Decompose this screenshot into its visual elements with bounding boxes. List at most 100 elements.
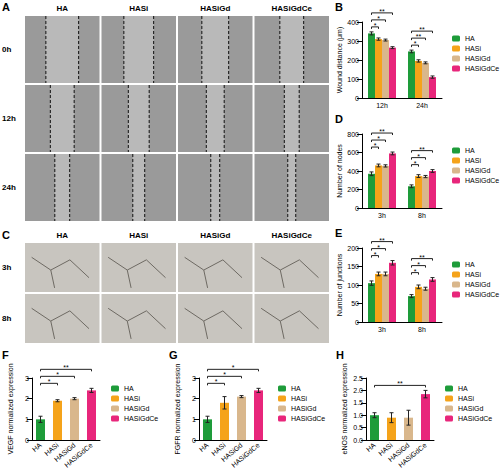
svg-text:0h: 0h [2,45,11,54]
svg-text:E: E [335,227,342,239]
svg-text:HASiGd: HASiGd [465,167,490,174]
svg-text:0: 0 [25,437,29,444]
svg-text:HA: HA [465,147,475,154]
svg-text:3: 3 [192,375,196,382]
svg-text:0: 0 [355,205,359,212]
svg-text:*: * [414,160,417,167]
svg-text:1: 1 [192,416,196,423]
svg-text:HA: HA [124,385,134,392]
svg-text:3h: 3h [2,263,11,272]
svg-text:*: * [414,268,417,275]
svg-text:24h: 24h [416,102,428,109]
svg-text:8h: 8h [418,212,426,219]
svg-text:*: * [417,261,420,268]
svg-text:HASiGd: HASiGd [124,405,149,412]
svg-text:*: * [377,244,380,251]
svg-text:**: ** [419,254,425,261]
svg-text:*: * [377,15,380,22]
svg-text:400: 400 [347,168,359,175]
svg-text:G: G [169,349,178,361]
svg-text:*: * [377,135,380,142]
svg-text:B: B [335,1,343,13]
svg-text:**: ** [63,364,69,371]
svg-text:D: D [335,113,343,125]
svg-text:Wound distance (μm): Wound distance (μm) [336,27,344,94]
svg-text:2.0: 2.0 [353,387,363,394]
svg-text:150: 150 [347,263,359,270]
svg-text:HA: HA [465,35,475,42]
svg-text:HASiGdCe: HASiGdCe [397,441,428,468]
svg-text:HASiGd: HASiGd [465,281,490,288]
svg-text:HASiGd: HASiGd [200,4,230,13]
svg-text:**: ** [379,128,385,135]
svg-text:HASiGdCe: HASiGdCe [230,441,261,468]
svg-text:*: * [223,371,226,378]
svg-text:**: ** [419,26,425,33]
svg-text:FGFR normalized expression: FGFR normalized expression [174,363,182,454]
svg-text:HASiGd: HASiGd [458,405,483,412]
svg-text:eNOS normalized expression: eNOS normalized expression [341,363,349,454]
svg-text:HA: HA [458,385,468,392]
svg-text:*: * [215,378,218,385]
svg-text:**: ** [379,237,385,244]
svg-text:1.0: 1.0 [353,412,363,419]
svg-text:**: ** [419,146,425,153]
svg-text:HASiGdCe: HASiGdCe [465,177,499,184]
svg-text:HA: HA [291,385,301,392]
svg-text:HASi: HASi [124,395,140,402]
svg-text:400: 400 [347,19,359,26]
svg-text:0: 0 [192,437,196,444]
svg-text:HA: HA [465,261,475,268]
svg-text:Number of junctions: Number of junctions [336,253,344,316]
svg-text:**: ** [379,8,385,15]
svg-text:50: 50 [351,300,359,307]
svg-text:HASi: HASi [129,231,148,240]
svg-text:HA: HA [31,441,43,453]
svg-text:200: 200 [347,186,359,193]
svg-text:1: 1 [25,416,29,423]
svg-text:*: * [48,378,51,385]
svg-text:24h: 24h [2,183,16,192]
svg-text:100: 100 [347,76,359,83]
svg-text:100: 100 [347,282,359,289]
svg-text:0.0: 0.0 [353,437,363,444]
svg-text:HASiGdCe: HASiGdCe [272,4,313,13]
svg-text:2.5: 2.5 [353,375,363,382]
svg-text:8h: 8h [2,314,11,323]
svg-text:HASi: HASi [291,395,307,402]
svg-text:HASiGdCe: HASiGdCe [124,415,158,422]
svg-text:HASiGdCe: HASiGdCe [465,65,499,72]
svg-text:HASiGd: HASiGd [200,231,230,240]
svg-text:200: 200 [347,57,359,64]
svg-text:300: 300 [347,38,359,45]
svg-text:*: * [374,142,377,149]
svg-text:3h: 3h [378,212,386,219]
svg-text:VEGF normalized expression: VEGF normalized expression [7,363,15,454]
svg-text:HASi: HASi [129,4,148,13]
svg-text:H: H [336,349,344,361]
svg-text:800: 800 [347,131,359,138]
svg-text:0.5: 0.5 [353,424,363,431]
svg-text:HASiGdCe: HASiGdCe [465,291,499,298]
svg-text:3h: 3h [378,326,386,333]
svg-text:Number of nodes: Number of nodes [336,144,343,198]
svg-text:*: * [56,371,59,378]
svg-text:HASiGd: HASiGd [465,55,490,62]
svg-text:HASiGdCe: HASiGdCe [458,415,492,422]
svg-text:*: * [414,40,417,47]
svg-text:HA: HA [198,441,210,453]
svg-text:HASi: HASi [465,271,481,278]
svg-text:HASiGdCe: HASiGdCe [291,415,325,422]
svg-text:8h: 8h [418,326,426,333]
svg-text:*: * [374,22,377,29]
svg-text:HA: HA [56,231,68,240]
svg-text:*: * [232,364,235,371]
svg-text:HASi: HASi [465,45,481,52]
svg-text:0: 0 [355,319,359,326]
svg-text:HA: HA [365,441,377,453]
svg-text:2: 2 [192,395,196,402]
svg-text:HASiGdCe: HASiGdCe [63,441,94,468]
svg-text:A: A [2,1,10,13]
svg-text:HASiGdCe: HASiGdCe [272,231,313,240]
svg-text:C: C [2,229,10,241]
